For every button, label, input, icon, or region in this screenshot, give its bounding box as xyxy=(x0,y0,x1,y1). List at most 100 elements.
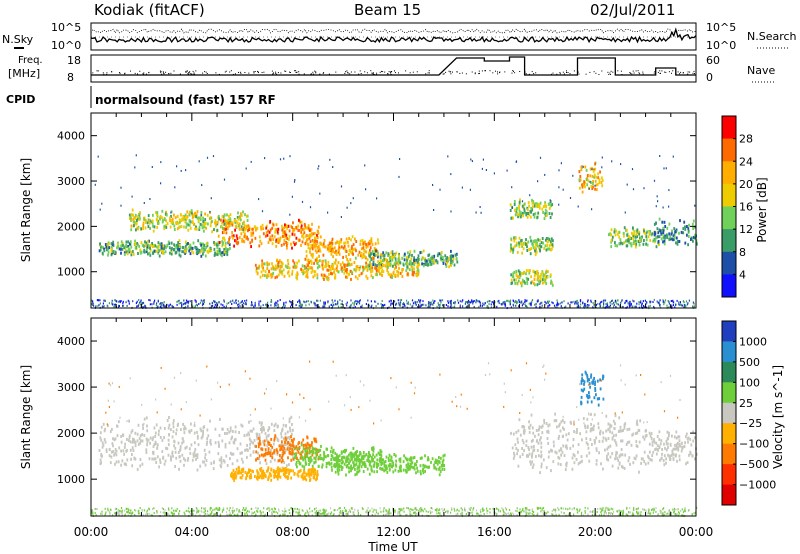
range-cell xyxy=(311,244,314,248)
range-cell xyxy=(665,513,667,515)
nave-point xyxy=(106,72,108,74)
range-cell xyxy=(142,227,144,230)
range-cell xyxy=(294,265,296,269)
range-cell xyxy=(569,197,572,199)
range-cell xyxy=(173,213,175,217)
range-cell xyxy=(668,189,670,192)
range-cell xyxy=(168,416,170,419)
range-cell xyxy=(526,507,528,510)
range-cell xyxy=(275,304,277,307)
range-cell xyxy=(386,268,389,272)
range-cell xyxy=(684,510,686,513)
nave-point xyxy=(657,71,659,73)
range-cell xyxy=(595,303,597,306)
range-cell xyxy=(251,304,253,307)
range-cell xyxy=(542,510,544,512)
range-cell xyxy=(283,301,285,304)
range-cell xyxy=(656,235,659,239)
range-cell xyxy=(595,188,598,192)
range-cell xyxy=(403,303,405,306)
nave-point xyxy=(103,73,105,75)
range-cell xyxy=(492,507,494,510)
range-cell xyxy=(403,302,405,304)
range-cell xyxy=(317,231,320,235)
range-cell xyxy=(232,299,234,302)
range-cell xyxy=(352,511,354,514)
range-cell xyxy=(324,245,327,249)
range-cell xyxy=(387,263,390,267)
range-cell xyxy=(598,178,601,182)
range-cell xyxy=(370,252,372,256)
nave-point xyxy=(562,71,564,73)
range-cell xyxy=(159,306,161,309)
range-cell xyxy=(677,508,679,511)
range-cell xyxy=(479,301,481,304)
range-cell xyxy=(155,304,157,307)
range-cell xyxy=(400,301,402,304)
range-cell xyxy=(338,245,341,249)
range-cell xyxy=(178,225,180,229)
range-cell xyxy=(182,215,185,219)
range-cell xyxy=(128,242,131,246)
range-cell xyxy=(328,245,330,249)
range-cell xyxy=(632,511,634,514)
range-cell xyxy=(99,242,101,246)
range-cell xyxy=(579,175,582,178)
range-cell xyxy=(110,248,113,251)
range-cell xyxy=(246,448,248,452)
range-cell xyxy=(175,246,178,250)
range-cell xyxy=(110,250,113,254)
range-cell xyxy=(544,203,547,207)
range-cell xyxy=(538,202,540,206)
range-cell xyxy=(438,303,440,306)
range-cell xyxy=(247,431,250,435)
range-cell xyxy=(307,246,310,250)
range-cell xyxy=(251,429,253,433)
range-cell xyxy=(229,457,231,461)
range-cell xyxy=(663,513,665,516)
range-cell xyxy=(316,510,318,513)
range-cell xyxy=(529,235,532,239)
range-cell xyxy=(513,278,516,282)
range-cell xyxy=(283,234,285,238)
range-cell xyxy=(620,301,622,304)
range-cell xyxy=(120,204,122,207)
range-cell xyxy=(178,239,181,243)
range-cell xyxy=(198,228,201,231)
range-cell xyxy=(649,239,652,242)
range-cell xyxy=(203,229,205,233)
range-cell xyxy=(153,512,155,514)
range-cell xyxy=(649,304,651,307)
range-cell xyxy=(577,304,580,307)
range-cell xyxy=(213,242,216,246)
range-cell xyxy=(262,304,264,307)
range-cell xyxy=(244,228,246,232)
range-cell xyxy=(440,299,442,302)
range-cell xyxy=(163,462,166,466)
range-cell xyxy=(309,247,311,251)
range-cell xyxy=(358,250,361,254)
range-cell xyxy=(155,211,157,214)
range-cell xyxy=(666,226,669,230)
range-cell xyxy=(682,511,685,514)
range-cell xyxy=(581,511,583,514)
range-cell xyxy=(334,303,337,306)
range-cell xyxy=(246,219,249,222)
range-cell xyxy=(271,262,273,266)
range-cell xyxy=(314,304,316,307)
range-cell xyxy=(135,228,137,232)
range-cell xyxy=(268,507,270,510)
range-cell xyxy=(272,510,274,513)
range-cell xyxy=(298,508,300,511)
range-cell xyxy=(530,302,532,305)
range-cell xyxy=(288,450,291,454)
range-cell xyxy=(518,241,520,245)
range-cell xyxy=(543,280,546,284)
range-cell xyxy=(138,244,141,248)
range-cell xyxy=(694,236,696,240)
range-cell xyxy=(336,303,338,306)
range-cell xyxy=(178,455,181,459)
range-cell xyxy=(538,506,540,509)
range-cell xyxy=(657,231,660,235)
range-cell xyxy=(382,263,384,267)
